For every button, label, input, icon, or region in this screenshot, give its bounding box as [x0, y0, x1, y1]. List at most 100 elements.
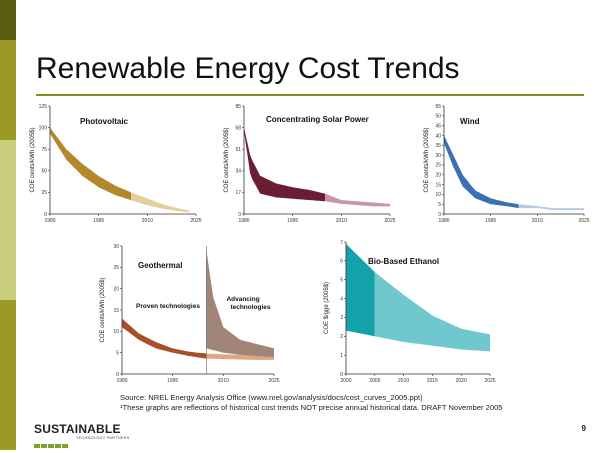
wind-y-tick-label: 0	[438, 212, 441, 218]
wind-band-projected	[518, 204, 584, 211]
source-line: Source: NREL Energy Analysis Office (www…	[120, 393, 423, 402]
photovoltaic-y-tick-label: 75	[41, 147, 47, 153]
wind-x-tick-label: 1980	[438, 218, 449, 224]
footnote: ¹These graphs are reflections of histori…	[120, 403, 503, 412]
concentrating-solar-power-band-historical	[244, 127, 326, 202]
geothermal-y-tick-label: 25	[113, 265, 119, 271]
wind-y-tick-label: 20	[435, 173, 441, 179]
concentrating-solar-power-x-tick-label: 1995	[287, 218, 298, 224]
bio-based-ethanol-x-tick-label: 2005	[369, 378, 380, 384]
geothermal-x-tick-label: 1980	[116, 378, 127, 384]
bio-based-ethanol-title: Bio-Based Ethanol	[368, 257, 439, 266]
bio-based-ethanol-y-tick-label: 5	[340, 278, 343, 284]
bio-based-ethanol-x-tick-label: 2025	[484, 378, 495, 384]
accent-segment-mid-bottom	[0, 300, 16, 450]
photovoltaic-y-tick-label: 100	[39, 125, 48, 131]
page-number: 9	[581, 424, 586, 433]
photovoltaic-band-projected	[131, 192, 190, 213]
chart-photovoltaic: 0 25 50 75 100 125 1980 1995 2010 2025 COE cents/k…	[30, 104, 202, 224]
photovoltaic-y-tick-label: 50	[41, 169, 47, 175]
wind-title: Wind	[460, 117, 480, 126]
wind-y-tick-label: 50	[435, 114, 441, 120]
title-rule	[36, 94, 584, 96]
wind-y-tick-label: 45	[435, 123, 441, 129]
bio-based-ethanol-y-tick-label: 1	[340, 353, 343, 359]
wind-band-historical	[444, 135, 519, 209]
slide-title: Renewable Energy Cost Trends	[36, 52, 460, 85]
bio-based-ethanol-band-historical	[346, 243, 375, 337]
wind-y-tick-label: 55	[435, 104, 441, 110]
bio-based-ethanol-x-tick-label: 2000	[340, 378, 351, 384]
bio-based-ethanol-y-tick-label: 2	[340, 334, 343, 340]
accent-segment-light	[0, 140, 16, 300]
concentrating-solar-power-y-axis-label: COE cents/kWh (2005$)	[224, 127, 230, 192]
wind-y-axis-label: COE cents/kWh (2005$)	[424, 127, 430, 192]
wind-x-tick-label: 1995	[485, 218, 496, 224]
bio-based-ethanol-y-tick-label: 4	[340, 296, 343, 302]
geothermal-x-tick-label: 1995	[167, 378, 178, 384]
bio-based-ethanol-x-tick-label: 2015	[427, 378, 438, 384]
bio-based-ethanol-y-axis-label: COE $/gge (2005$)	[324, 282, 330, 334]
photovoltaic-y-tick-label: 25	[41, 190, 47, 196]
concentrating-solar-power-y-tick-label: 0	[238, 212, 241, 218]
concentrating-solar-power-y-tick-label: 34	[235, 169, 241, 175]
geothermal-y-tick-label: 30	[113, 244, 119, 250]
photovoltaic-title: Photovoltaic	[80, 117, 129, 126]
logo-name: SUSTAINABLE	[34, 422, 121, 436]
geothermal-x-tick-label: 2025	[268, 378, 279, 384]
geothermal-y-tick-label: 0	[116, 372, 119, 378]
wind-y-tick-label: 35	[435, 143, 441, 149]
geothermal-y-tick-label: 5	[116, 350, 119, 356]
source-notes: Source: NREL Energy Analysis Office (www…	[120, 393, 503, 413]
chart-concentrating-solar-power: 0 17 34 51 68 85 1980 1995 2010 2025 COE cents/kWh…	[224, 104, 396, 224]
wind-y-tick-label: 30	[435, 153, 441, 159]
bio-based-ethanol-y-tick-label: 7	[340, 240, 343, 246]
geothermal-x-tick-label: 2010	[218, 378, 229, 384]
bio-based-ethanol-x-tick-label: 2020	[456, 378, 467, 384]
wind-y-tick-label: 25	[435, 163, 441, 169]
geothermal-y-axis-label: COE cents/kWh (2005$)	[100, 277, 106, 342]
chart-bio-based-ethanol: 0 1 2 3 4 5 6 7 2000 2005 2010 2015 2020 2025 COE $/gg…	[324, 240, 496, 384]
geothermal-title: Geothermal	[138, 261, 182, 270]
bio-based-ethanol-y-tick-label: 0	[340, 372, 343, 378]
geothermal-band-proven-technologies-projected	[206, 353, 274, 360]
photovoltaic-y-axis-label: COE cents/kWh (2005$)	[30, 127, 36, 192]
wind-x-tick-label: 2010	[532, 218, 543, 224]
concentrating-solar-power-y-tick-label: 85	[235, 104, 241, 110]
wind-y-tick-label: 5	[438, 202, 441, 208]
geothermal-annotation-proven: Proven technologies	[136, 303, 200, 310]
concentrating-solar-power-title: Concentrating Solar Power	[266, 115, 369, 124]
wind-y-tick-label: 40	[435, 133, 441, 139]
wind-y-tick-label: 15	[435, 182, 441, 188]
concentrating-solar-power-y-tick-label: 68	[235, 125, 241, 131]
geothermal-y-tick-label: 20	[113, 286, 119, 292]
concentrating-solar-power-band-projected	[325, 193, 390, 207]
logo-subtitle: TECHNOLOGY PARTNERS	[76, 436, 130, 440]
concentrating-solar-power-x-tick-label: 2010	[336, 218, 347, 224]
photovoltaic-y-tick-label: 0	[44, 212, 47, 218]
geothermal-band-proven-technologies	[122, 318, 207, 359]
geothermal-annotation-advancing: Advancing	[226, 296, 259, 303]
concentrating-solar-power-x-tick-label: 1980	[238, 218, 249, 224]
photovoltaic-y-tick-label: 125	[39, 104, 48, 110]
bio-based-ethanol-x-tick-label: 2010	[398, 378, 409, 384]
bio-based-ethanol-y-tick-label: 3	[340, 315, 343, 321]
photovoltaic-x-tick-label: 2025	[190, 218, 201, 224]
bio-based-ethanol-y-tick-label: 6	[340, 259, 343, 265]
photovoltaic-x-tick-label: 1995	[93, 218, 104, 224]
concentrating-solar-power-y-tick-label: 51	[235, 147, 241, 153]
bio-based-ethanol-band-projected	[374, 272, 490, 352]
accent-segment-mid	[0, 40, 16, 140]
logo-squares	[34, 435, 69, 453]
geothermal-y-tick-label: 10	[113, 329, 119, 335]
photovoltaic-band-historical	[50, 127, 132, 201]
geothermal-annotation-advancing-2: technologies	[230, 304, 270, 311]
photovoltaic-x-tick-label: 1980	[44, 218, 55, 224]
geothermal-band-advancing-technologies	[206, 250, 274, 357]
wind-y-tick-label: 10	[435, 192, 441, 198]
photovoltaic-x-tick-label: 2010	[142, 218, 153, 224]
geothermal-y-tick-label: 15	[113, 308, 119, 314]
concentrating-solar-power-y-tick-label: 17	[235, 190, 241, 196]
concentrating-solar-power-x-tick-label: 2025	[384, 218, 395, 224]
